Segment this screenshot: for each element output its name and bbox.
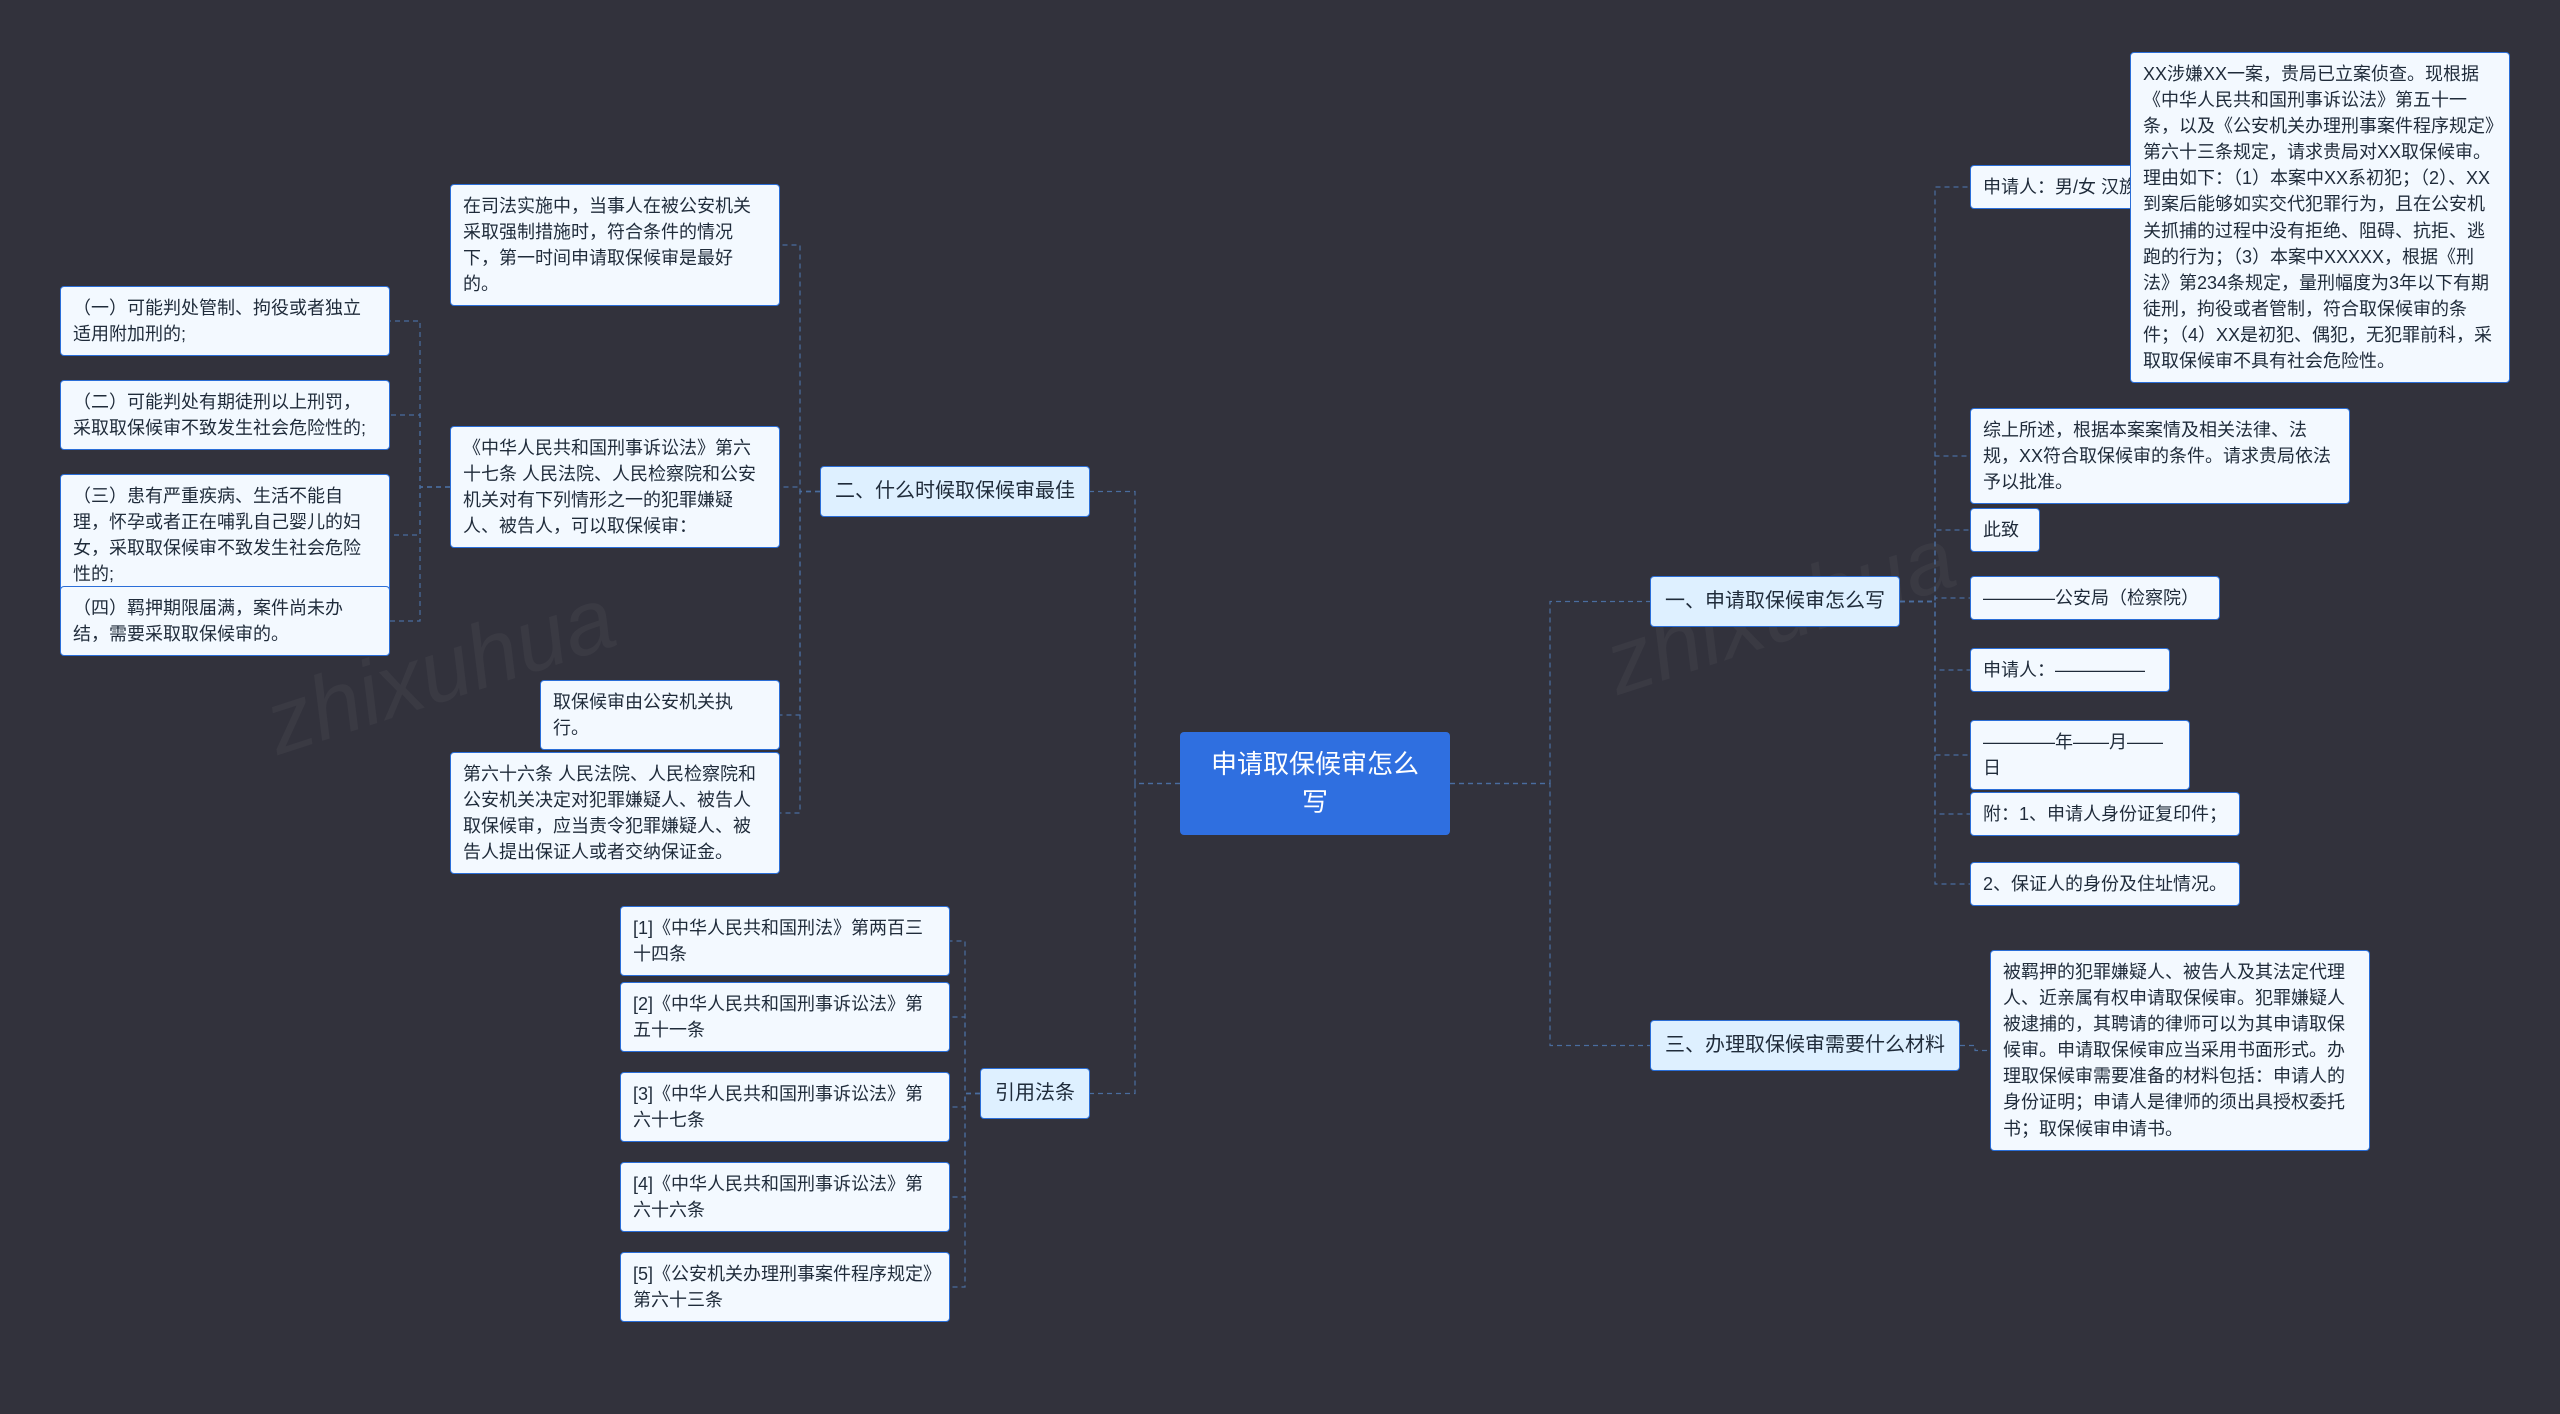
leaf-l2-1-2[interactable]: （三）患有严重疾病、生活不能自理，怀孕或者正在哺乳自己婴儿的妇女，采取取保候审不… [60,474,390,596]
leaf-l2-3[interactable]: 第六十六条 人民法院、人民检察院和公安机关决定对犯罪嫌疑人、被告人取保候审，应当… [450,752,780,874]
leaf-l2-1-0[interactable]: （一）可能判处管制、拘役或者独立适用附加刑的; [60,286,390,356]
leaf-r1-1[interactable]: 综上所述，根据本案案情及相关法律、法规，XX符合取保候审的条件。请求贵局依法予以… [1970,408,2350,504]
leaf-l2-1-1[interactable]: （二）可能判处有期徒刑以上刑罚，采取取保候审不致发生社会危险性的; [60,380,390,450]
leaf-r1-2[interactable]: 此致 [1970,508,2040,552]
leaf-l_law-2[interactable]: [3]《中华人民共和国刑事诉讼法》第六十七条 [620,1072,950,1142]
leaf-r1-0-0[interactable]: XX涉嫌XX一案，贵局已立案侦查。现根据《中华人民共和国刑事诉讼法》第五十一条，… [2130,52,2510,383]
leaf-l2-1-3[interactable]: （四）羁押期限届满，案件尚未办结，需要采取取保候审的。 [60,586,390,656]
leaf-l_law-4[interactable]: [5]《公安机关办理刑事案件程序规定》第六十三条 [620,1252,950,1322]
leaf-l2-1[interactable]: 《中华人民共和国刑事诉讼法》第六十七条 人民法院、人民检察院和公安机关对有下列情… [450,426,780,548]
branch-r1[interactable]: 一、申请取保候审怎么写 [1650,576,1900,627]
leaf-l2-2[interactable]: 取保候审由公安机关执行。 [540,680,780,750]
leaf-l_law-3[interactable]: [4]《中华人民共和国刑事诉讼法》第六十六条 [620,1162,950,1232]
leaf-r1-3[interactable]: ————公安局（检察院） [1970,576,2220,620]
mindmap-canvas: zhixuhua zhixuhua 申请取保候审怎么写一、申请取保候审怎么写申请… [0,0,2560,1414]
root-node[interactable]: 申请取保候审怎么写 [1180,732,1450,835]
branch-l2[interactable]: 二、什么时候取保候审最佳 [820,466,1090,517]
leaf-l_law-0[interactable]: [1]《中华人民共和国刑法》第两百三十四条 [620,906,950,976]
leaf-r3-0[interactable]: 被羁押的犯罪嫌疑人、被告人及其法定代理人、近亲属有权申请取保候审。犯罪嫌疑人被逮… [1990,950,2370,1151]
leaf-l2-0[interactable]: 在司法实施中，当事人在被公安机关采取强制措施时，符合条件的情况下，第一时间申请取… [450,184,780,306]
leaf-r1-6[interactable]: 附：1、申请人身份证复印件； [1970,792,2240,836]
leaf-l_law-1[interactable]: [2]《中华人民共和国刑事诉讼法》第五十一条 [620,982,950,1052]
leaf-r1-7[interactable]: 2、保证人的身份及住址情况。 [1970,862,2240,906]
leaf-r1-4[interactable]: 申请人：————— [1970,648,2170,692]
branch-r3[interactable]: 三、办理取保候审需要什么材料 [1650,1020,1960,1071]
branch-l_law[interactable]: 引用法条 [980,1068,1090,1119]
leaf-r1-5[interactable]: ————年——月——日 [1970,720,2190,790]
